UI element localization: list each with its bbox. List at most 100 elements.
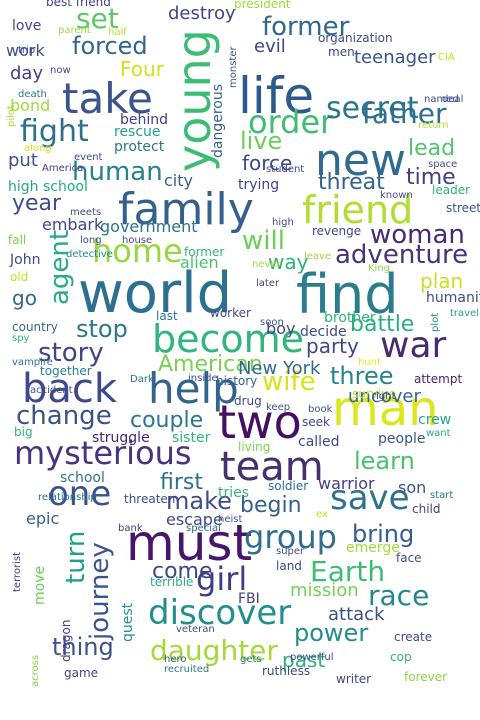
word-embark: embark xyxy=(42,215,104,234)
word-special: special xyxy=(186,523,221,534)
word-land: land xyxy=(276,559,302,573)
word-past: past xyxy=(282,648,325,672)
word-way: way xyxy=(268,250,309,274)
word-attack: attack xyxy=(328,604,385,625)
word-lead: lead xyxy=(408,136,455,161)
word-travel: travel xyxy=(450,308,479,319)
word-two: two xyxy=(218,395,302,449)
word-agent: agent xyxy=(45,230,75,305)
word-drug: drug xyxy=(234,394,262,408)
word-will: will xyxy=(242,226,285,256)
word-heist: heist xyxy=(218,514,242,525)
word-put: put xyxy=(8,150,38,171)
word-human: human xyxy=(72,157,163,187)
word-new-york: New York xyxy=(238,358,321,379)
word-discover: discover xyxy=(148,593,291,633)
word-take: take xyxy=(62,74,153,123)
word-forced: forced xyxy=(72,32,148,60)
word-detective: detective xyxy=(66,249,113,260)
word-ruthless: ruthless xyxy=(262,664,310,678)
word-year: year xyxy=(12,191,62,216)
word-former: former xyxy=(262,12,350,42)
word-soldier: soldier xyxy=(268,479,308,493)
word-time: time xyxy=(406,165,456,190)
word-help: help xyxy=(148,364,239,413)
word-deal: deal xyxy=(442,94,463,105)
word-writer: writer xyxy=(336,672,371,686)
word-cop: cop xyxy=(390,650,412,664)
word-forever: forever xyxy=(404,670,447,684)
word-high: high xyxy=(272,217,294,228)
word-become: become xyxy=(152,317,304,361)
word-create: create xyxy=(394,630,432,644)
word-together: together xyxy=(40,364,92,378)
word-attempt: attempt xyxy=(414,372,462,386)
word-trip: trip xyxy=(18,45,35,56)
word-must: must xyxy=(126,514,252,572)
word-fbi: FBI xyxy=(238,591,260,607)
word-soon: soon xyxy=(260,317,284,328)
word-boy: boy xyxy=(266,319,295,338)
word-find: find xyxy=(296,263,399,326)
word-men: men xyxy=(328,45,355,59)
word-along: along xyxy=(24,143,52,154)
word-seek: seek xyxy=(302,415,330,429)
word-living: living xyxy=(238,440,270,454)
word-father: father xyxy=(362,97,447,130)
word-president: president xyxy=(234,0,291,11)
word-sister: sister xyxy=(172,430,211,446)
word-make: make xyxy=(166,487,232,515)
word-survive: survive xyxy=(352,387,396,401)
word-struggle: struggle xyxy=(92,430,150,446)
word-half: half xyxy=(108,27,127,38)
word-named: named xyxy=(424,94,459,105)
word-teenager: teenager xyxy=(354,47,436,68)
word-parent: parent xyxy=(58,25,91,36)
word-woman: woman xyxy=(370,220,465,250)
word-now: now xyxy=(50,65,71,76)
word-terrible: terrible xyxy=(150,575,193,589)
word-order: order xyxy=(248,103,334,141)
word-trying: trying xyxy=(238,177,279,193)
word-accident: accident xyxy=(30,385,73,396)
word-house: house xyxy=(122,235,152,246)
word-brother: brother xyxy=(324,310,376,326)
word-worker: worker xyxy=(210,306,251,320)
word-group: group xyxy=(244,518,337,556)
word-city: city xyxy=(164,171,193,190)
word-ex: ex xyxy=(316,509,328,520)
word-country: country xyxy=(12,320,58,334)
word-vampire: vampire xyxy=(12,357,53,368)
word-inside: inside xyxy=(188,373,218,384)
word-daughter: daughter xyxy=(150,634,278,667)
word-adventure: adventure xyxy=(335,240,468,270)
word-called: called xyxy=(298,434,340,450)
word-high-school: high school xyxy=(8,179,88,195)
word-student: student xyxy=(266,164,304,175)
word-friend: friend xyxy=(302,188,413,232)
word-people: people xyxy=(378,431,425,447)
word-set: set xyxy=(76,2,119,35)
word-war: war xyxy=(380,325,447,366)
word-veteran: veteran xyxy=(176,624,215,635)
word-protect: protect xyxy=(114,139,165,155)
word-game: game xyxy=(64,666,98,680)
word-girl: girl xyxy=(196,560,247,598)
word-bond: bond xyxy=(10,96,50,115)
word-new: new xyxy=(315,135,406,186)
word-three: three xyxy=(330,362,394,390)
word-want: want xyxy=(426,428,451,439)
word-organization: organization xyxy=(318,31,393,45)
word-first: first xyxy=(160,470,203,495)
word-big: big xyxy=(14,425,33,439)
word-last: last xyxy=(156,309,178,323)
word-work: work xyxy=(6,41,45,60)
word-come: come xyxy=(152,559,213,584)
word-school: school xyxy=(60,470,105,486)
word-life: life xyxy=(238,67,314,125)
word-young: young xyxy=(167,29,221,172)
word-right: right xyxy=(372,391,396,402)
word-spy: spy xyxy=(12,333,30,344)
